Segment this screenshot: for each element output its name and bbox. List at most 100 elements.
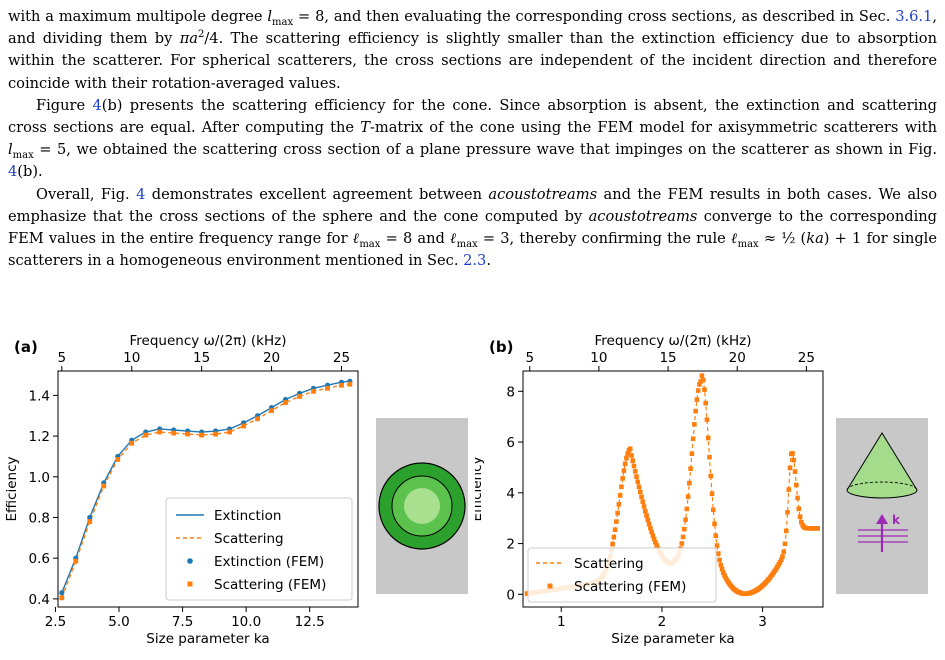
text-run: = 8, and then evaluating the correspondi…	[293, 8, 896, 25]
scattering-fem-point	[777, 560, 783, 565]
scattering-fem-point	[620, 476, 625, 481]
scattering-fem-point	[722, 573, 727, 578]
scattering-fem-point	[101, 483, 107, 489]
scattering-fem-point	[690, 436, 696, 442]
scattering-fem-point	[611, 534, 617, 540]
top-x-tick-label: 10	[123, 350, 140, 366]
text-run: l	[267, 8, 273, 25]
text-run: 2	[198, 29, 205, 41]
scattering-fem-point	[615, 510, 620, 516]
chart-b: 1 2 3 0 2 4 6 8 5 10 15 20 25 Size parameter ka Freque…	[469, 333, 928, 647]
scattering-fem-point	[619, 484, 624, 490]
text-run: 3.6.1	[895, 8, 933, 25]
scattering-fem-point	[199, 432, 205, 438]
text-run: demonstrates excellent agreement between	[145, 185, 489, 203]
scattering-fem-point	[679, 541, 685, 546]
top-x-tick-label: 25	[333, 350, 350, 366]
scattering-fem-point	[783, 528, 789, 534]
x-tick-label: 3	[758, 614, 767, 630]
text-run: max	[737, 238, 759, 250]
scattering-fem-point	[339, 382, 344, 388]
scattering-fem-point	[707, 454, 712, 460]
extinction-fem-point	[59, 590, 65, 596]
scattering-fem-point	[778, 557, 784, 563]
text-run: = 5, we obtained the scattering cross se…	[33, 141, 937, 159]
scattering-fem-point	[790, 451, 795, 456]
text-run: /4. The scattering efficiency is slightl…	[8, 30, 937, 92]
scattering-fem-point	[297, 394, 302, 399]
y-tick-label: 0.6	[29, 551, 50, 567]
scattering-fem-point	[631, 463, 637, 469]
scattering-fem-point	[703, 400, 709, 406]
scattering-fem-point	[59, 595, 65, 601]
scattering-fem-point	[695, 388, 701, 393]
scattering-fem-point	[622, 461, 628, 467]
scattering-fem-point	[721, 570, 726, 575]
figure-panel-a: 2.5 5.0 7.5 10.0 12.5 0.4 0.6 0.8 1.0 1.2 1.4 5 10 15…	[0, 330, 475, 656]
wave-vector-arrowhead	[876, 514, 888, 524]
scattering-fem-point	[689, 451, 695, 457]
scattering-fem-point	[785, 509, 790, 515]
scattering-fem-point	[719, 566, 725, 572]
scattering-fem-point	[171, 430, 177, 436]
text-run: max	[272, 16, 294, 28]
text-run: acoustotreams	[488, 185, 598, 203]
text-run: T	[360, 119, 370, 137]
scattering-fem-point	[797, 514, 803, 520]
scattering-fem-point	[630, 458, 636, 464]
text-run: = 3, thereby confirming the rule	[477, 230, 731, 248]
scattering-fem-point	[614, 519, 619, 524]
text-run: ℓ	[730, 230, 738, 248]
scattering-fem-point	[786, 487, 792, 492]
x-tick-label: 10.0	[231, 614, 261, 630]
scattering-fem-point	[632, 469, 638, 474]
text-run: 4	[92, 96, 102, 114]
x-tick-label: 7.5	[172, 614, 193, 630]
scattering-fem-point	[650, 533, 656, 538]
plot-frame	[522, 370, 824, 608]
scattering-fem-point	[782, 541, 788, 547]
series-extinction-line	[61, 380, 350, 594]
text-run: max	[12, 150, 34, 162]
scattering-fem-point	[699, 373, 705, 378]
scattering-fem-point	[636, 484, 642, 490]
scattering-fem-point	[645, 517, 651, 523]
y-tick-label: 0	[506, 587, 515, 603]
top-x-tick-label: 15	[193, 350, 210, 366]
scattering-fem-point	[269, 408, 274, 414]
legend-entry: Scattering	[574, 556, 644, 572]
scattering-fem-point	[347, 381, 353, 387]
text-run: πa	[179, 30, 199, 48]
legend-scattering-fem-swatch	[547, 583, 553, 589]
text-run: with a maximum multipole degree	[8, 8, 268, 25]
text-run: acoustotreams	[588, 207, 698, 225]
top-x-tick-label: 10	[590, 350, 607, 366]
chart-a: 2.5 5.0 7.5 10.0 12.5 0.4 0.6 0.8 1.0 1.2 1.4 5 10 15…	[4, 333, 468, 647]
top-x-tick-label: 25	[798, 350, 815, 366]
legend-entry: Scattering (FEM)	[574, 579, 686, 595]
scattering-fem-point	[185, 431, 191, 437]
scattering-fem-point	[649, 529, 654, 535]
scattering-fem-point	[717, 557, 722, 563]
scattering-fem-point	[683, 517, 688, 523]
scattering-fem-point	[621, 468, 627, 473]
x-axis-label: Size parameter ka	[146, 631, 269, 647]
scattering-fem-point	[616, 501, 622, 507]
paragraph-2: Figure 4(b) presents the scattering effi…	[8, 95, 937, 184]
text-run: 4	[8, 163, 18, 181]
scattering-fem-point	[708, 473, 714, 479]
plot-frame	[57, 370, 359, 608]
top-x-axis-label: Frequency ω/(2π) (kHz)	[129, 333, 286, 349]
text-run: .	[486, 252, 491, 270]
scattering-fem-point	[815, 526, 821, 531]
scattering-fem-point	[629, 453, 634, 458]
text-run: 4	[136, 185, 146, 203]
scattering-fem-point	[639, 494, 644, 500]
text-run: l	[8, 141, 13, 159]
text-run: converge to the corresponding FEM values…	[8, 207, 937, 248]
text-run: ℓ	[352, 230, 360, 248]
scattering-fem-point	[710, 507, 716, 513]
text-run: 2.3	[463, 252, 487, 270]
scattering-fem-point	[648, 525, 653, 531]
legend-box	[527, 547, 717, 603]
